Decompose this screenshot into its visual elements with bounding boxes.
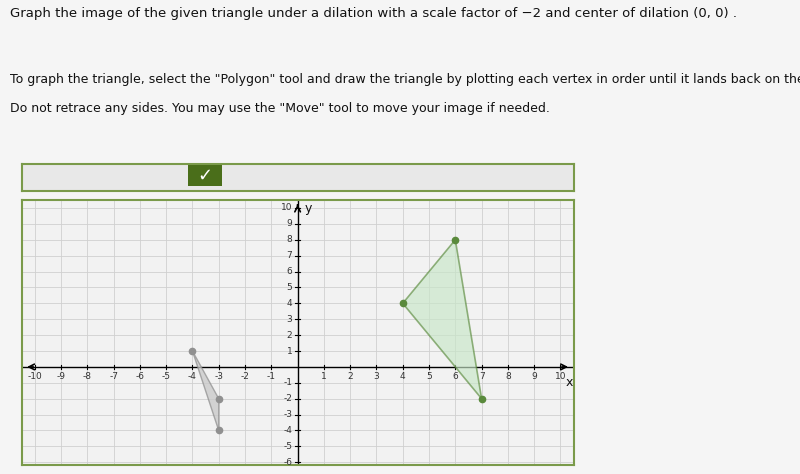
Text: -2: -2 xyxy=(241,373,250,382)
Text: 3: 3 xyxy=(286,315,292,324)
Text: 3: 3 xyxy=(374,373,379,382)
Text: To graph the triangle, select the "Polygon" tool and draw the triangle by plotti: To graph the triangle, select the "Polyg… xyxy=(10,73,800,86)
Text: -8: -8 xyxy=(83,373,92,382)
Polygon shape xyxy=(193,351,218,430)
Text: 7: 7 xyxy=(286,251,292,260)
Text: -10: -10 xyxy=(27,373,42,382)
Text: 8: 8 xyxy=(505,373,510,382)
Text: -4: -4 xyxy=(188,373,197,382)
Text: 9: 9 xyxy=(531,373,537,382)
Text: 5: 5 xyxy=(426,373,432,382)
Text: 10: 10 xyxy=(281,203,292,212)
Text: -5: -5 xyxy=(162,373,170,382)
Text: -3: -3 xyxy=(283,410,292,419)
Text: -3: -3 xyxy=(214,373,223,382)
Text: 4: 4 xyxy=(286,299,292,308)
Text: 1: 1 xyxy=(286,346,292,356)
Text: -1: -1 xyxy=(267,373,276,382)
Text: -6: -6 xyxy=(135,373,144,382)
Text: 2: 2 xyxy=(286,331,292,340)
Text: -2: -2 xyxy=(283,394,292,403)
Text: 5: 5 xyxy=(286,283,292,292)
Text: 10: 10 xyxy=(554,373,566,382)
Text: Graph the image of the given triangle under a dilation with a scale factor of −2: Graph the image of the given triangle un… xyxy=(10,7,738,20)
Text: -9: -9 xyxy=(57,373,66,382)
Text: 4: 4 xyxy=(400,373,406,382)
Text: x: x xyxy=(566,376,574,389)
Text: 6: 6 xyxy=(453,373,458,382)
Text: -5: -5 xyxy=(283,442,292,451)
Polygon shape xyxy=(402,240,482,399)
Text: y: y xyxy=(304,202,311,215)
Text: -4: -4 xyxy=(283,426,292,435)
Text: 6: 6 xyxy=(286,267,292,276)
Text: Do not retrace any sides. You may use the "Move" tool to move your image if need: Do not retrace any sides. You may use th… xyxy=(10,102,550,115)
Text: 1: 1 xyxy=(321,373,326,382)
Text: 8: 8 xyxy=(286,235,292,244)
Text: 7: 7 xyxy=(478,373,485,382)
Text: 2: 2 xyxy=(347,373,353,382)
Text: 9: 9 xyxy=(286,219,292,228)
Text: ✓: ✓ xyxy=(198,167,212,184)
Text: -6: -6 xyxy=(283,458,292,467)
Text: -7: -7 xyxy=(109,373,118,382)
Text: -1: -1 xyxy=(283,378,292,387)
